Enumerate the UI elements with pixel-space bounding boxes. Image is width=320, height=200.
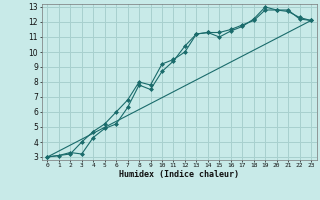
X-axis label: Humidex (Indice chaleur): Humidex (Indice chaleur) bbox=[119, 170, 239, 179]
